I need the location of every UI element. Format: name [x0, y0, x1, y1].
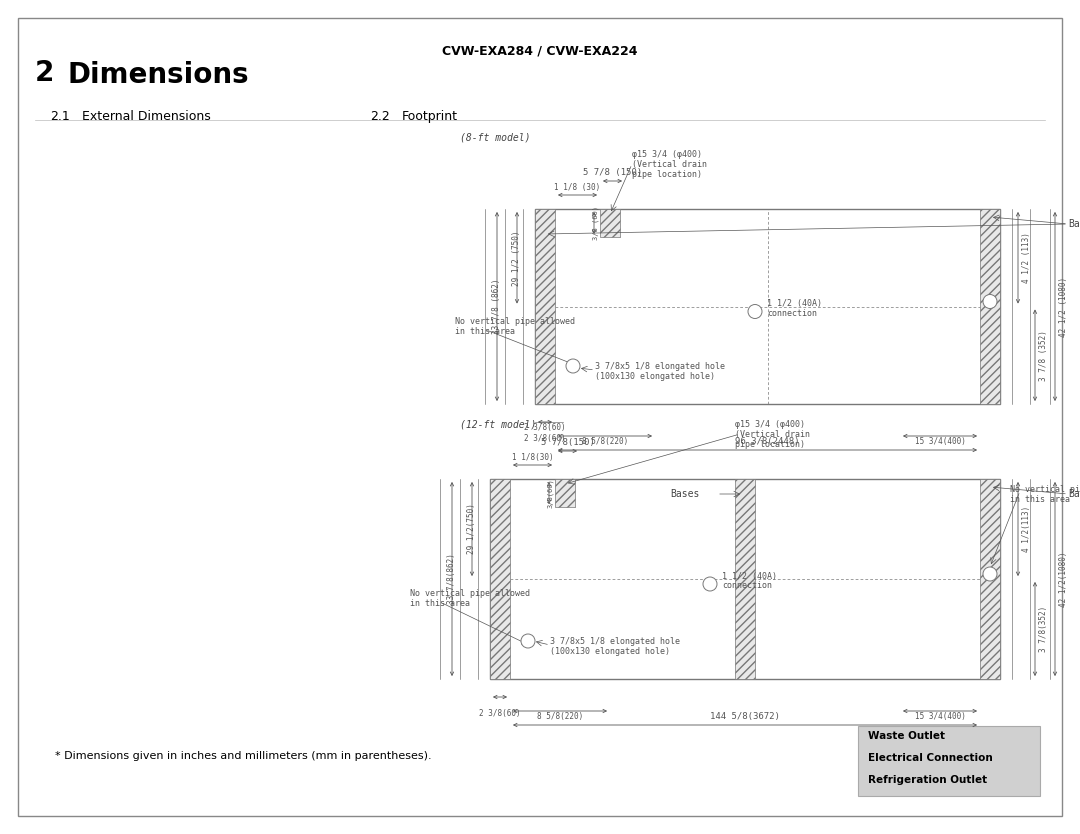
Text: No vertical pipe allowed: No vertical pipe allowed	[455, 317, 575, 326]
Text: pipe location): pipe location)	[735, 440, 805, 449]
Bar	[535, 209, 555, 404]
Text: 1: 1	[987, 297, 993, 306]
Text: Bases: Bases	[1068, 489, 1080, 499]
Text: 3/8 (60): 3/8 (60)	[593, 206, 599, 240]
Bar	[980, 209, 1000, 404]
Text: 3 7/8(352): 3 7/8(352)	[1039, 605, 1048, 652]
Text: 8 5/8(220): 8 5/8(220)	[582, 437, 629, 446]
Text: (100x130 elongated hole): (100x130 elongated hole)	[595, 371, 715, 380]
Text: 2 3/8(60): 2 3/8(60)	[524, 423, 566, 432]
Bar	[535, 209, 1000, 404]
Text: 3: 3	[526, 636, 530, 646]
Bar	[555, 479, 575, 507]
Circle shape	[703, 577, 717, 591]
Text: 8 5/8(220): 8 5/8(220)	[537, 712, 583, 721]
Text: 1 1/8(30): 1 1/8(30)	[512, 453, 553, 462]
Text: (8-ft model): (8-ft model)	[460, 132, 530, 142]
Text: connection: connection	[767, 309, 816, 318]
Text: 15 3/4(400): 15 3/4(400)	[915, 712, 966, 721]
Text: φ15 3/4 (φ400): φ15 3/4 (φ400)	[735, 420, 805, 429]
Bar	[980, 479, 1000, 679]
Text: 144 5/8(3672): 144 5/8(3672)	[710, 712, 780, 721]
Text: 2 3/8(60): 2 3/8(60)	[524, 434, 566, 443]
Text: 2: 2	[35, 59, 54, 87]
Circle shape	[566, 359, 580, 373]
Text: 4 1/2(113): 4 1/2(113)	[1022, 506, 1031, 552]
Text: 1 1/8 (30): 1 1/8 (30)	[554, 183, 600, 192]
Text: 29 1/2(750): 29 1/2(750)	[467, 504, 476, 555]
Text: in this area: in this area	[455, 327, 515, 336]
Text: 1: 1	[987, 570, 993, 579]
Text: 33 7/8(862): 33 7/8(862)	[447, 554, 456, 605]
Text: pipe location): pipe location)	[632, 169, 702, 178]
Text: 2 3/8(60): 2 3/8(60)	[480, 709, 521, 718]
Text: (Vertical drain: (Vertical drain	[632, 159, 707, 168]
Text: 29 1/2 (750): 29 1/2 (750)	[512, 230, 521, 285]
Text: (12-ft model): (12-ft model)	[460, 419, 537, 429]
Text: 15 3/4(400): 15 3/4(400)	[915, 437, 966, 446]
FancyBboxPatch shape	[858, 726, 1040, 796]
Text: 4 1/2 (113): 4 1/2 (113)	[1022, 233, 1031, 284]
Text: 1 1/2 (40A): 1 1/2 (40A)	[723, 571, 777, 580]
Bar	[735, 479, 755, 679]
Text: 33 7/8 (862): 33 7/8 (862)	[492, 279, 501, 334]
Text: φ15 3/4 (φ400): φ15 3/4 (φ400)	[632, 149, 702, 158]
Text: No vertical pipe allowed: No vertical pipe allowed	[1010, 485, 1080, 494]
Text: 2.1: 2.1	[50, 110, 70, 123]
Bar	[600, 209, 620, 237]
Text: 42 1/2(1080): 42 1/2(1080)	[1059, 551, 1068, 607]
Bar	[490, 479, 1000, 679]
Text: Electrical Connection: Electrical Connection	[868, 753, 993, 763]
Text: 5 7/8 (150): 5 7/8 (150)	[583, 168, 643, 177]
Text: External Dimensions: External Dimensions	[82, 110, 211, 123]
Circle shape	[521, 634, 535, 648]
Text: Bases: Bases	[1068, 219, 1080, 229]
Text: 1 1/2 (40A): 1 1/2 (40A)	[767, 299, 822, 308]
Text: No vertical pipe allowed: No vertical pipe allowed	[410, 590, 530, 599]
Circle shape	[748, 304, 762, 319]
Text: 2: 2	[753, 307, 757, 316]
Text: Waste Outlet: Waste Outlet	[868, 731, 945, 741]
Text: in this area: in this area	[410, 600, 470, 609]
Text: 3 7/8x5 1/8 elongated hole: 3 7/8x5 1/8 elongated hole	[550, 636, 680, 646]
Circle shape	[983, 294, 997, 309]
Text: 2: 2	[707, 580, 713, 589]
Text: 3 7/8 (352): 3 7/8 (352)	[1039, 329, 1048, 380]
Text: Bases: Bases	[670, 489, 700, 499]
Text: Refrigeration Outlet: Refrigeration Outlet	[868, 775, 987, 785]
Text: CVW-EXA284 / CVW-EXA224: CVW-EXA284 / CVW-EXA224	[442, 44, 638, 57]
Circle shape	[983, 567, 997, 581]
Text: (100x130 elongated hole): (100x130 elongated hole)	[550, 646, 670, 656]
Text: connection: connection	[723, 581, 772, 590]
Text: 2.2: 2.2	[370, 110, 390, 123]
Text: 3 7/8x5 1/8 elongated hole: 3 7/8x5 1/8 elongated hole	[595, 361, 725, 370]
Bar	[490, 479, 510, 679]
Text: 3/8(60): 3/8(60)	[548, 478, 554, 508]
Text: 3: 3	[570, 361, 576, 370]
Text: 5 7/8(150): 5 7/8(150)	[541, 438, 594, 447]
Text: 96 3/8(2448): 96 3/8(2448)	[735, 437, 800, 446]
Text: (Vertical drain: (Vertical drain	[735, 430, 810, 439]
Text: 42 1/2 (1080): 42 1/2 (1080)	[1059, 276, 1068, 337]
Text: Dimensions: Dimensions	[68, 61, 249, 89]
Text: Footprint: Footprint	[402, 110, 458, 123]
Text: in this area: in this area	[1010, 495, 1070, 504]
FancyBboxPatch shape	[18, 18, 1062, 816]
Text: * Dimensions given in inches and millimeters (mm in parentheses).: * Dimensions given in inches and millime…	[55, 751, 432, 761]
